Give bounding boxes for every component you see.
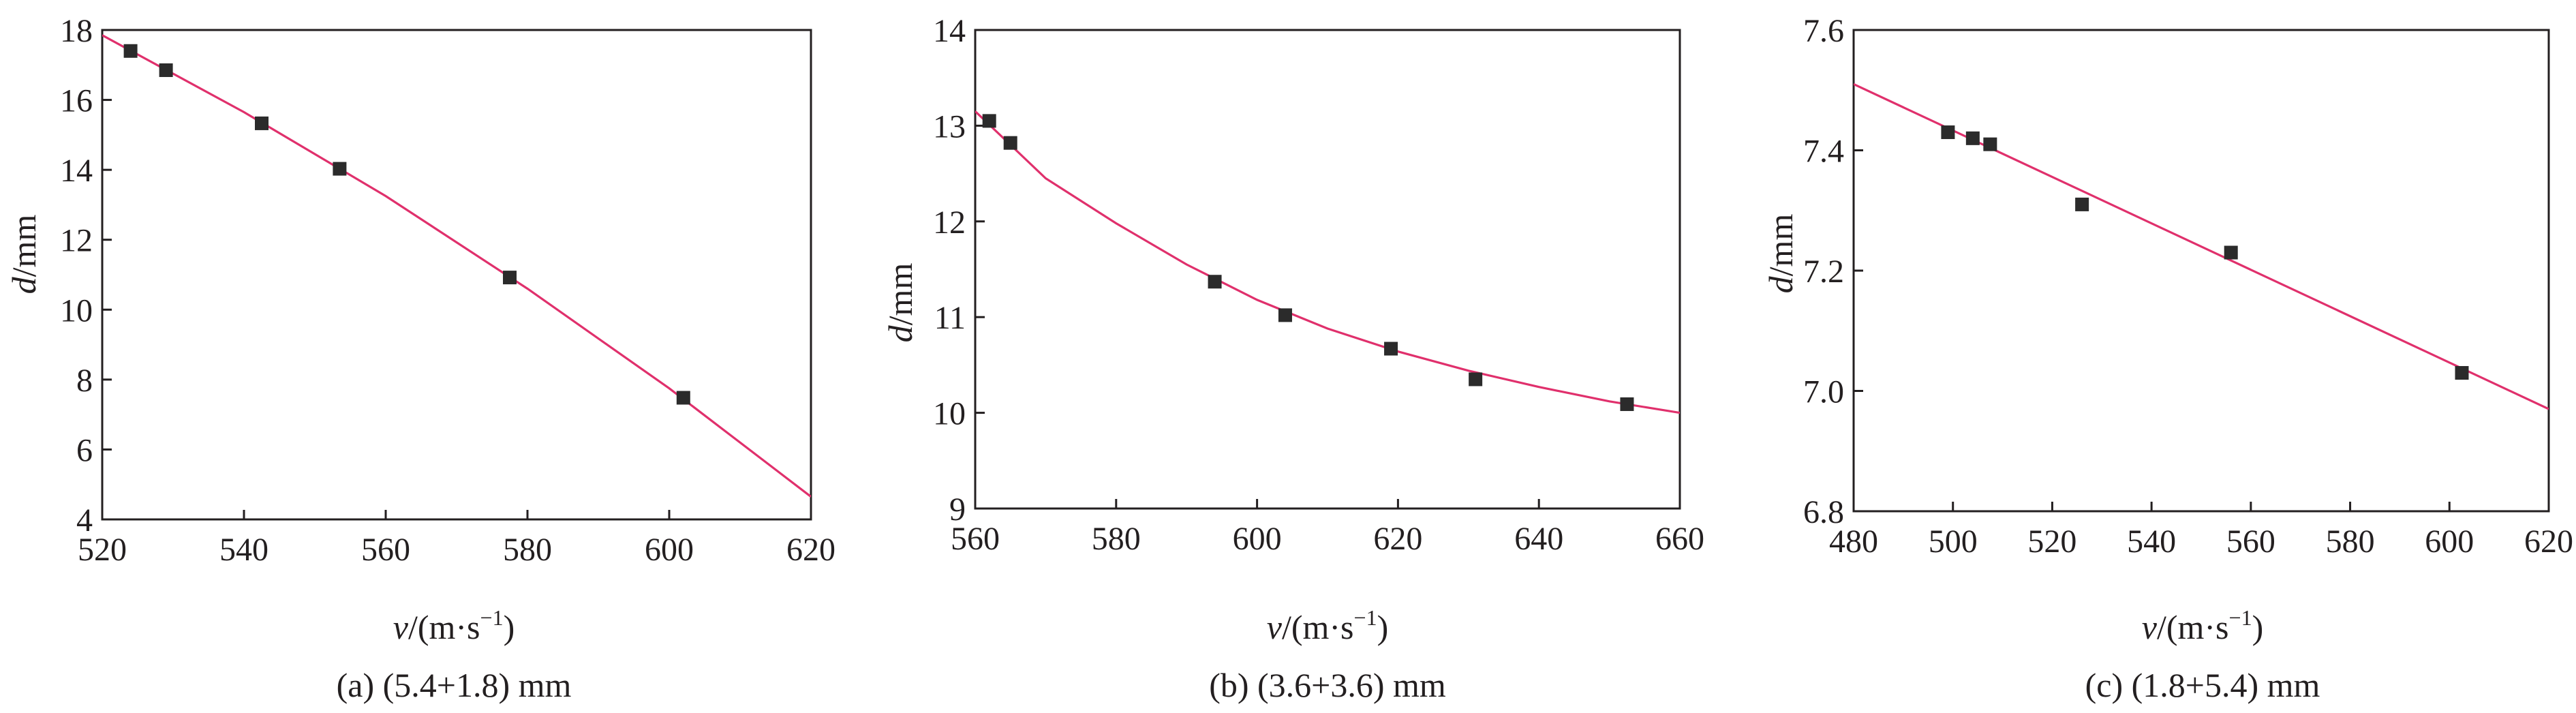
panel-a-data-point xyxy=(503,271,517,285)
panel-c-x-axis-label: v/(m·s−1) xyxy=(2142,605,2263,646)
panel-b: 560 580 600 620 640 660 9 10 11 12 13 14 d/mm v/(m·… xyxy=(881,13,1704,704)
panel-b-data-point xyxy=(1384,342,1398,356)
panel-b-x-tick-label: 620 xyxy=(1373,521,1422,557)
panel-b-y-tick-label: 11 xyxy=(934,300,966,336)
panel-a-data-point xyxy=(123,44,138,58)
panel-a-plot-area: 520 540 560 580 600 620 4 6 8 10 12 14 16 18 xyxy=(60,13,835,568)
panel-b-data-point xyxy=(1620,397,1634,411)
panel-a-y-axis-label: d/mm xyxy=(5,215,43,294)
panel-b-x-axis-label: v/(m·s−1) xyxy=(1267,605,1388,646)
panel-c-data-point xyxy=(2075,197,2089,211)
panel-c-x-tick-label: 480 xyxy=(1829,524,1878,560)
panel-c-x-tick-label: 560 xyxy=(2226,524,2275,560)
panel-b-data-point xyxy=(982,114,996,128)
panel-a: 520 540 560 580 600 620 4 6 8 10 12 14 16 18 d/mm v/(… xyxy=(5,13,835,704)
panel-c-fit-line xyxy=(1854,82,2549,410)
panel-c-data-point xyxy=(2455,366,2469,380)
panel-b-caption: (b) (3.6+3.6) mm xyxy=(1209,666,1446,704)
panel-c-data-point xyxy=(1983,137,1997,151)
panel-c-x-tick-label: 500 xyxy=(1929,524,1978,560)
panel-b-plot-area: 560 580 600 620 640 660 9 10 11 12 13 14 xyxy=(933,13,1704,557)
panel-a-y-tick-label: 6 xyxy=(76,432,93,468)
panel-a-y-tick-label: 12 xyxy=(60,223,93,259)
panel-a-plot-frame xyxy=(101,29,812,521)
panel-a-y-tick-label: 16 xyxy=(60,83,93,119)
panel-a-x-tick-label: 580 xyxy=(503,532,552,568)
panel-c-data-point xyxy=(1941,125,1955,140)
panel-a-caption: (a) (5.4+1.8) mm xyxy=(337,666,572,704)
panel-c-y-tick-label: 7.6 xyxy=(1803,13,1844,49)
panel-b-x-tick-label: 580 xyxy=(1092,521,1141,557)
panel-c-data-point xyxy=(2224,245,2238,260)
panel-c-plot-frame xyxy=(1852,29,2550,513)
panel-a-x-tick-label: 560 xyxy=(361,532,410,568)
panel-a-x-axis-label: v/(m·s−1) xyxy=(393,605,515,646)
panel-c-y-axis-label: d/mm xyxy=(1762,214,1800,294)
panel-b-y-tick-label: 14 xyxy=(933,13,966,49)
panel-a-x-tick-label: 540 xyxy=(219,532,269,568)
panel-a-data-point xyxy=(333,162,347,176)
panel-b-data-point xyxy=(1469,372,1483,386)
panel-c-caption: (c) (1.8+5.4) mm xyxy=(2085,666,2320,704)
panel-a-fit-line xyxy=(102,34,811,498)
panel-c-x-tick-label: 540 xyxy=(2127,524,2176,560)
panel-a-y-tick-label: 10 xyxy=(60,292,93,329)
panel-c-x-tick-label: 620 xyxy=(2524,524,2573,560)
panel-a-data-point xyxy=(255,116,269,130)
panel-c-y-tick-label: 7.4 xyxy=(1803,134,1844,170)
panel-b-data-point xyxy=(1208,275,1222,289)
panel-b-plot-frame xyxy=(974,29,1681,510)
panel-c-y-tick-label: 7.2 xyxy=(1803,254,1844,290)
panel-a-y-tick-label: 18 xyxy=(60,13,93,49)
panel-b-y-tick-label: 12 xyxy=(933,204,966,241)
panel-c-x-tick-label: 580 xyxy=(2326,524,2375,560)
panel-b-data-point xyxy=(1278,308,1292,322)
panel-a-y-tick-label: 14 xyxy=(60,153,93,189)
panel-b-y-tick-label: 9 xyxy=(949,491,966,528)
panel-b-y-tick-label: 10 xyxy=(933,396,966,432)
panel-a-x-tick-label: 520 xyxy=(78,532,127,568)
panel-c-y-tick-label: 6.8 xyxy=(1803,494,1844,530)
panel-b-x-tick-label: 660 xyxy=(1655,521,1704,557)
panel-b-y-axis-label: d/mm xyxy=(881,263,919,343)
panel-c-data-point xyxy=(1965,131,1980,145)
panel-a-y-tick-label: 4 xyxy=(76,502,93,538)
panel-c-x-tick-label: 520 xyxy=(2027,524,2076,560)
panel-a-y-tick-label: 8 xyxy=(76,363,93,399)
panel-a-data-point xyxy=(676,391,690,405)
panel-b-x-tick-label: 560 xyxy=(951,521,1000,557)
panel-c-x-tick-label: 600 xyxy=(2425,524,2474,560)
panel-c-y-tick-label: 7.0 xyxy=(1803,374,1844,410)
panel-a-data-point xyxy=(159,63,173,77)
panel-c: 480 500 520 540 560 580 600 6206.87.07.27.47.6 … xyxy=(1762,13,2573,704)
panel-c-plot-area: 480 500 520 540 560 580 600 620 6.8 7.0 7.2 7.4 7.6 xyxy=(1803,13,2573,560)
panel-b-x-tick-label: 600 xyxy=(1233,521,1282,557)
panel-b-y-tick-label: 13 xyxy=(933,108,966,145)
panel-b-data-point xyxy=(1003,136,1017,150)
panel-b-fit-line xyxy=(975,110,1680,414)
panel-a-x-tick-label: 600 xyxy=(645,532,694,568)
panel-a-x-tick-label: 620 xyxy=(786,532,835,568)
panel-b-x-tick-label: 640 xyxy=(1514,521,1563,557)
